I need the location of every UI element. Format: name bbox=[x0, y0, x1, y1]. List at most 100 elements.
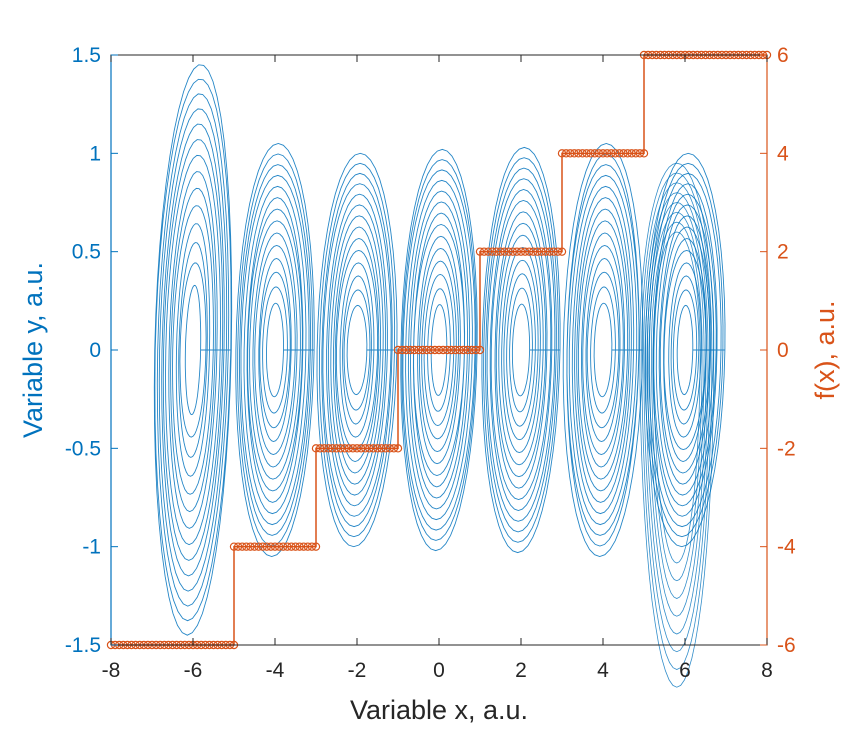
staircase-marker bbox=[237, 542, 247, 551]
staircase-marker bbox=[369, 444, 378, 453]
staircase-marker bbox=[451, 345, 460, 355]
staircase-marker bbox=[545, 247, 554, 256]
x-tick-label: 4 bbox=[597, 659, 609, 682]
trajectory-excursion bbox=[639, 162, 715, 688]
staircase-marker bbox=[570, 149, 579, 158]
staircase-marker bbox=[242, 542, 251, 551]
left-y-tick-label: -1.5 bbox=[65, 634, 101, 657]
staircase-marker bbox=[303, 542, 312, 551]
staircase-marker bbox=[299, 542, 308, 551]
x-tick-label: -4 bbox=[266, 659, 285, 682]
staircase-marker bbox=[361, 444, 370, 453]
staircase-marker bbox=[324, 444, 333, 453]
staircase-marker bbox=[484, 247, 493, 256]
staircase-marker bbox=[598, 149, 608, 158]
staircase-marker bbox=[590, 149, 600, 158]
trajectory-scroll bbox=[235, 143, 315, 557]
staircase-marker bbox=[611, 149, 620, 158]
staircase-marker bbox=[307, 542, 317, 551]
x-tick-label: 8 bbox=[761, 659, 773, 682]
staircase-marker bbox=[525, 247, 534, 256]
staircase-marker bbox=[250, 542, 259, 551]
staircase-marker bbox=[566, 149, 575, 158]
staircase-marker bbox=[328, 444, 337, 453]
staircase-marker bbox=[418, 345, 427, 355]
staircase-marker bbox=[492, 247, 501, 256]
staircase-marker bbox=[586, 149, 595, 158]
right-y-tick-label: -4 bbox=[777, 536, 796, 559]
staircase-marker bbox=[475, 247, 485, 256]
staircase-marker bbox=[578, 149, 587, 158]
staircase-marker bbox=[258, 542, 267, 551]
staircase-marker bbox=[344, 444, 353, 453]
staircase-marker bbox=[389, 444, 399, 453]
staircase-marker bbox=[229, 542, 239, 551]
staircase-marker bbox=[430, 345, 440, 355]
staircase-marker bbox=[594, 149, 604, 158]
staircase-marker bbox=[635, 149, 645, 158]
staircase-marker bbox=[434, 345, 444, 355]
right-y-tick-label: 2 bbox=[777, 241, 789, 264]
staircase-marker bbox=[356, 444, 366, 453]
staircase-marker bbox=[520, 247, 530, 256]
staircase-marker bbox=[336, 444, 345, 453]
trajectory-scroll bbox=[562, 143, 644, 557]
trajectory-series bbox=[153, 64, 726, 688]
staircase-marker bbox=[508, 247, 517, 256]
staircase-marker bbox=[488, 247, 497, 256]
staircase-marker bbox=[233, 542, 243, 551]
staircase-marker bbox=[459, 345, 468, 355]
staircase-marker bbox=[291, 542, 300, 551]
staircase-marker bbox=[332, 444, 341, 453]
staircase-marker bbox=[631, 149, 641, 158]
staircase-marker bbox=[426, 345, 435, 355]
x-tick-label: 0 bbox=[433, 659, 445, 682]
x-tick-label: -8 bbox=[102, 659, 121, 682]
staircase-marker bbox=[385, 444, 394, 453]
left-y-tick-label: -1 bbox=[82, 536, 101, 559]
right-y-tick-label: 6 bbox=[777, 44, 789, 67]
x-tick-label: 2 bbox=[515, 659, 527, 682]
right-y-tick-label: 4 bbox=[777, 142, 789, 165]
staircase-marker bbox=[496, 247, 505, 256]
staircase-marker bbox=[270, 542, 280, 551]
staircase-marker bbox=[262, 542, 271, 551]
right-y-tick-label: 0 bbox=[777, 339, 789, 362]
staircase-marker bbox=[377, 444, 386, 453]
staircase-marker bbox=[320, 444, 329, 453]
staircase-marker bbox=[283, 542, 292, 551]
axes-ticks: -8 -6 -4 -2 0 2 4 6 8 1.5 1 0.5 0 -0.5 -1 -1.5 6 4 2 0 -2 -4 -… bbox=[65, 44, 796, 682]
left-y-tick-label: 0 bbox=[89, 339, 101, 362]
staircase-marker bbox=[574, 149, 583, 158]
staircase-marker bbox=[381, 444, 390, 453]
staircase-marker bbox=[365, 444, 374, 453]
staircase-marker bbox=[279, 542, 288, 551]
staircase-marker bbox=[246, 542, 255, 551]
staircase-marker bbox=[627, 149, 636, 158]
x-axis-title: Variable x, a.u. bbox=[350, 695, 528, 725]
staircase-marker bbox=[254, 542, 263, 551]
staircase-marker bbox=[549, 247, 559, 256]
x-tick-label: -6 bbox=[184, 659, 203, 682]
left-y-tick-label: 1.5 bbox=[72, 44, 101, 67]
left-y-tick-label: -0.5 bbox=[65, 437, 101, 460]
staircase-marker bbox=[352, 444, 362, 453]
staircase-marker bbox=[553, 247, 563, 256]
staircase-marker bbox=[455, 345, 464, 355]
staircase-marker bbox=[500, 247, 509, 256]
staircase-marker bbox=[393, 345, 403, 355]
staircase-marker bbox=[438, 345, 448, 355]
trajectory-scroll bbox=[481, 146, 561, 554]
staircase-marker bbox=[557, 247, 567, 256]
left-y-tick-label: 1 bbox=[89, 142, 101, 165]
staircase-marker bbox=[623, 149, 632, 158]
staircase-marker bbox=[639, 149, 649, 158]
staircase-marker bbox=[467, 345, 476, 355]
staircase-marker bbox=[274, 542, 284, 551]
staircase-marker bbox=[340, 444, 349, 453]
staircase-marker bbox=[504, 247, 513, 256]
right-y-tick-label: -2 bbox=[777, 437, 796, 460]
staircase-marker bbox=[402, 345, 411, 355]
staircase-marker bbox=[615, 149, 624, 158]
staircase-marker bbox=[266, 542, 276, 551]
